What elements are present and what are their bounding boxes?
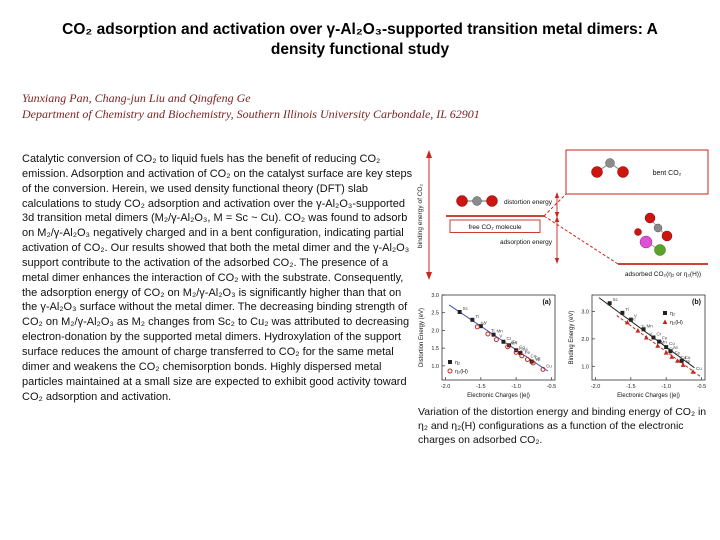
svg-text:3.0: 3.0 [431,293,439,299]
connector-free-to-adsorbed [543,215,619,265]
svg-text:3.0: 3.0 [581,309,589,315]
svg-text:Ni: Ni [523,347,527,352]
bent-co2-level: bent CO₂ [565,149,709,195]
svg-text:-0.5: -0.5 [697,384,706,390]
svg-text:Binding Energy (eV): Binding Energy (eV) [569,311,575,365]
svg-text:η₂(H): η₂(H) [670,320,683,326]
svg-text:-1.0: -1.0 [511,384,520,390]
axis-arrow-down-icon [426,272,432,280]
binding-energy-axis: binding energy of CO₂ [417,150,432,280]
svg-text:-2.0: -2.0 [591,384,600,390]
svg-text:Electronic Charges (|e|): Electronic Charges (|e|) [467,393,530,399]
energy-level-diagram: binding energy of CO₂ bent CO₂ [417,149,709,280]
svg-text:V: V [484,320,487,325]
adsorbed-co2-cluster-icon [634,212,673,256]
svg-text:η₂: η₂ [455,360,460,366]
distortion-energy-label: distortion energy [504,199,553,206]
diagram-axis-label: binding energy of CO₂ [417,184,424,248]
slide-title: CO₂ adsorption and activation over γ-Al₂… [62,21,658,59]
svg-text:Ti: Ti [491,328,495,333]
free-co2-level: free CO₂ molecule [446,195,544,233]
adsorbed-co2-label: adsorbed CO₂(η₂ or η₂(H)) [625,271,701,278]
svg-text:Co: Co [530,353,536,358]
authors: Yunxiang Pan, Chang-jun Liu and Qingfeng… [22,91,251,105]
figure-caption: Variation of the distortion energy and b… [418,406,707,446]
axis-arrow-up-icon [426,150,432,158]
bent-co2-molecule-icon [591,158,629,178]
adsorption-energy-label: adsorption energy [500,239,553,246]
svg-text:Fe: Fe [675,351,681,356]
svg-text:Cr: Cr [656,332,661,337]
adsorbed-co2-level: adsorbed CO₂(η₂ or η₂(H)) [618,263,708,278]
svg-text:Ni: Ni [673,345,677,350]
scatter-plots-row: -2.0 -1.5 -1.0 -0.5 1.0 1.5 2.0 2.5 3.0 Electroni… [416,288,712,400]
svg-text:Ni: Ni [686,359,690,364]
svg-text:Distortion Energy (eV): Distortion Energy (eV) [419,308,425,367]
svg-text:Co: Co [669,341,675,346]
affiliation: Department of Chemistry and Biochemistry… [22,107,480,122]
connector-free-to-bent [543,193,567,217]
byline: Yunxiang Pan, Chang-jun Liu and Qingfeng… [22,90,502,122]
svg-text:η₂: η₂ [670,311,675,317]
svg-text:-1.0: -1.0 [661,384,670,390]
svg-text:Sc: Sc [630,316,636,321]
svg-text:2.0: 2.0 [431,328,439,334]
free-co2-label: free CO₂ molecule [468,224,521,231]
svg-text:2.0: 2.0 [581,337,589,343]
svg-text:Mn: Mn [497,329,504,334]
svg-text:Sc: Sc [613,297,619,302]
svg-text:Cu: Cu [685,355,691,360]
svg-text:-1.5: -1.5 [476,384,485,390]
svg-text:Cr: Cr [669,347,674,352]
svg-text:-0.5: -0.5 [547,384,556,390]
svg-text:V: V [499,334,502,339]
svg-text:Cr: Cr [519,346,524,351]
svg-text:Ti: Ti [475,314,479,319]
abstract-text: Catalytic conversion of CO₂ to liquid fu… [22,153,413,403]
svg-text:η₂(H): η₂(H) [455,369,468,375]
svg-text:-1.5: -1.5 [626,384,635,390]
svg-text:Sc: Sc [480,321,486,326]
svg-text:(a): (a) [542,299,551,306]
svg-text:Co: Co [680,355,686,360]
svg-text:Cu: Cu [535,356,541,361]
scatter-plot-a-distortion-energy: -2.0 -1.5 -1.0 -0.5 1.0 1.5 2.0 2.5 3.0 Electroni… [416,288,562,400]
adsorption-energy-arrow: adsorption energy [500,216,560,264]
scatter-plot-b-binding-energy: -2.0 -1.5 -1.0 -0.5 1.0 2.0 3.0 Electronic Char… [566,288,712,400]
svg-text:Ti: Ti [641,325,645,330]
svg-text:Electronic Charges (|e|): Electronic Charges (|e|) [617,393,680,399]
svg-text:Fe: Fe [525,350,531,355]
linear-co2-molecule-icon [456,195,498,207]
svg-text:V: V [634,314,637,319]
svg-text:Fe: Fe [512,339,518,344]
bent-co2-label: bent CO₂ [653,170,682,177]
svg-text:Fe: Fe [662,336,668,341]
energy-diagram-figure: binding energy of CO₂ bent CO₂ [416,146,712,282]
svg-text:Sc: Sc [463,306,469,311]
distortion-energy-arrow: distortion energy [504,192,560,218]
svg-text:Mn: Mn [661,340,668,345]
svg-text:Ni: Ni [536,357,540,362]
svg-text:V: V [649,332,652,337]
svg-text:1.5: 1.5 [431,346,439,352]
svg-text:Mn: Mn [511,341,518,346]
svg-text:(b): (b) [692,299,701,306]
svg-text:Cu: Cu [696,366,702,371]
svg-text:Mn: Mn [647,323,654,328]
svg-text:1.0: 1.0 [431,364,439,370]
svg-text:Cu: Cu [546,363,552,368]
svg-text:-2.0: -2.0 [441,384,450,390]
svg-text:Cr: Cr [506,336,511,341]
svg-text:Ti: Ti [625,307,629,312]
svg-text:2.5: 2.5 [431,311,439,317]
svg-text:Co: Co [519,344,525,349]
svg-text:1.0: 1.0 [581,364,589,370]
